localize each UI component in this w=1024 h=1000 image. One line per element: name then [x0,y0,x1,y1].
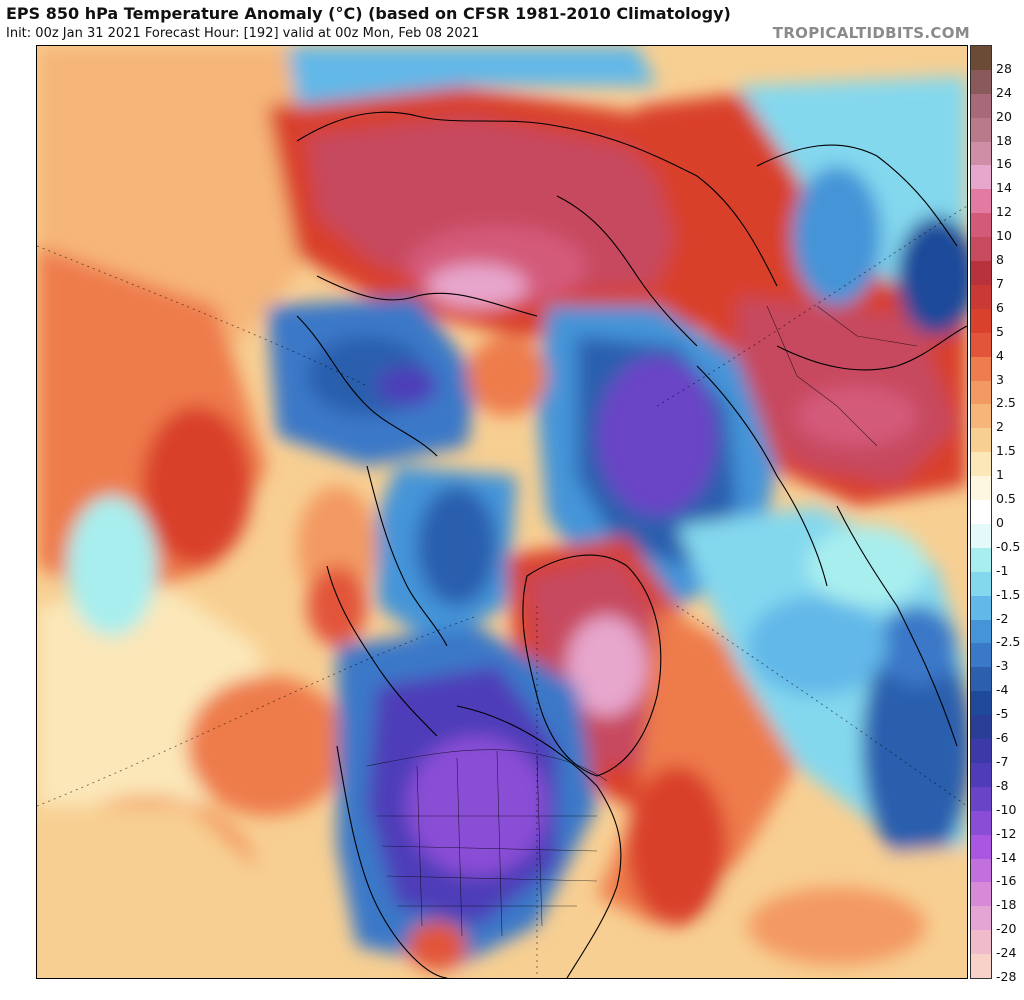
colorbar-tick-label: 14 [996,180,1012,196]
anomaly-map[interactable] [36,45,968,979]
colorbar-tick-label: 10 [996,228,1012,244]
colorbar-tick-label: -24 [996,945,1017,961]
colorbar-swatch [971,117,991,142]
colorbar-swatch [971,404,991,429]
colorbar-tick-label: 1.5 [996,443,1016,459]
colorbar-swatch [971,284,991,309]
colorbar-swatch [971,189,991,214]
chart-title: EPS 850 hPa Temperature Anomaly (°C) (ba… [6,4,731,23]
colorbar-swatch [971,500,991,525]
colorbar-tick-label: -12 [996,825,1017,841]
colorbar-swatch [971,46,991,70]
colorbar-tick-label: -8 [996,777,1009,793]
colorbar-tick-label: 2 [996,419,1004,435]
colorbar-swatch [971,810,991,835]
colorbar-tick-label: -2.5 [996,634,1021,650]
colorbar-tick-label: 7 [996,275,1004,291]
colorbar-swatch [971,356,991,381]
colorbar-tick-label: -5 [996,706,1009,722]
colorbar-swatch [971,906,991,931]
colorbar-swatch [971,786,991,811]
colorbar-tick-label: -3 [996,658,1009,674]
colorbar-swatch [971,141,991,166]
colorbar-tick-label: -16 [996,873,1017,889]
colorbar-swatch [971,739,991,764]
colorbar-tick-label: 1 [996,467,1004,483]
colorbar-tick-label: 0 [996,514,1004,530]
colorbar-tick-label: 0.5 [996,491,1016,507]
colorbar-swatch [971,428,991,453]
colorbar-swatch [971,595,991,620]
colorbar-swatch [971,237,991,262]
colorbar-tick-label: 3 [996,371,1004,387]
colorbar-tick-label: 5 [996,323,1004,339]
colorbar-tick-label: -1.5 [996,586,1021,602]
brand-watermark: TROPICALTIDBITS.COM [772,24,970,42]
colorbar-swatch [971,715,991,740]
colorbar-tick-label: 2.5 [996,395,1016,411]
colorbar-swatch [971,69,991,94]
colorbar-swatch [971,452,991,477]
colorbar-tick-label: 8 [996,252,1004,268]
colorbar-swatch [971,619,991,644]
colorbar-swatch [971,213,991,238]
colorbar-swatch [971,571,991,596]
colorbar-tick-label: -2 [996,610,1009,626]
colorbar-tick-label: -1 [996,562,1009,578]
colorbar-swatch [971,667,991,692]
colorbar-tick-label: 16 [996,156,1012,172]
colorbar-swatch [971,858,991,883]
colorbar-tick-label: 4 [996,347,1004,363]
colorbar-swatch [971,308,991,333]
colorbar-swatch [971,762,991,787]
colorbar-swatch [971,523,991,548]
colorbar-swatch [971,93,991,118]
colorbar-tick-label: -28 [996,969,1017,984]
forecast-info: Init: 00z Jan 31 2021 Forecast Hour: [19… [6,26,480,41]
colorbar-swatch [971,643,991,668]
colorbar-tick-label: 6 [996,299,1004,315]
political-borders [366,305,918,937]
colorbar-swatch [971,930,991,955]
colorbar-tick-label: -7 [996,753,1009,769]
colorbar-tick-label: -0.5 [996,538,1021,554]
colorbar-swatch [971,261,991,286]
colorbar-swatch [971,954,991,979]
colorbar-swatch [971,380,991,405]
colorbar-swatch [971,476,991,501]
colorbar-tick-label: -14 [996,849,1017,865]
colorbar-swatch [971,332,991,357]
colorbar-swatch [971,882,991,907]
colorbar-tick-label: 28 [996,60,1012,76]
anomaly-shading [37,46,967,978]
colorbar-tick-label: 20 [996,108,1012,124]
colorbar-swatch [971,165,991,190]
colorbar-tick-label: -4 [996,682,1009,698]
coastlines [296,111,967,978]
colorbar-tick-label: 18 [996,132,1012,148]
colorbar-tick-label: -6 [996,730,1009,746]
colorbar-tick-label: 24 [996,84,1012,100]
colorbar-swatch [971,834,991,859]
colorbar-tick-label: 12 [996,204,1012,220]
colorbar-tick-label: -20 [996,921,1017,937]
colorbar-tick-label: -10 [996,801,1017,817]
colorbar-tick-label: -18 [996,897,1017,913]
colorbar [970,45,992,979]
colorbar-swatch [971,691,991,716]
colorbar-swatch [971,547,991,572]
graticule [37,205,967,978]
